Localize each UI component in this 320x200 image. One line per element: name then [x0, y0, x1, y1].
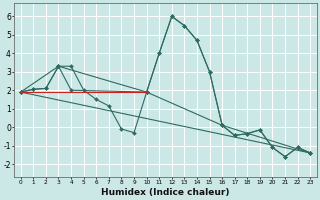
X-axis label: Humidex (Indice chaleur): Humidex (Indice chaleur)	[101, 188, 230, 197]
